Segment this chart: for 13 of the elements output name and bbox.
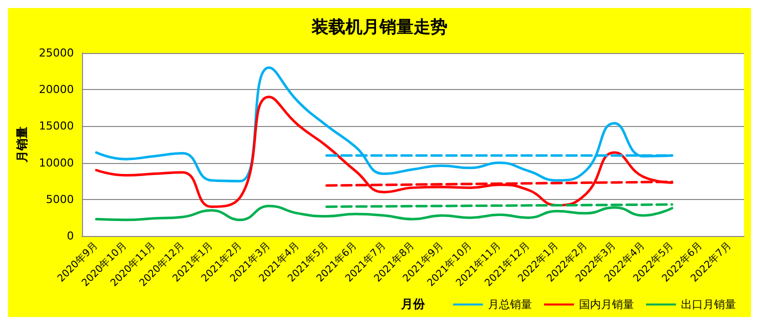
y-tick-label: 15000 (38, 120, 74, 133)
y-tick-label: 0 (66, 230, 74, 242)
y-tick-label: 5000 (46, 192, 74, 206)
y-tick-label: 20000 (38, 83, 74, 96)
legend-label: 国内月销量 (579, 298, 634, 311)
legend-label: 出口月销量 (681, 298, 736, 311)
y-tick-label: 10000 (38, 156, 74, 170)
legend-label: 月总销量 (488, 298, 532, 311)
line-series (95, 204, 674, 222)
y-axis-title: 月销量 (15, 126, 29, 164)
x-axis-title: 月份 (400, 297, 426, 311)
y-tick-label: 25000 (38, 46, 74, 60)
chart-title: 装载机月销量走势 (310, 18, 448, 38)
